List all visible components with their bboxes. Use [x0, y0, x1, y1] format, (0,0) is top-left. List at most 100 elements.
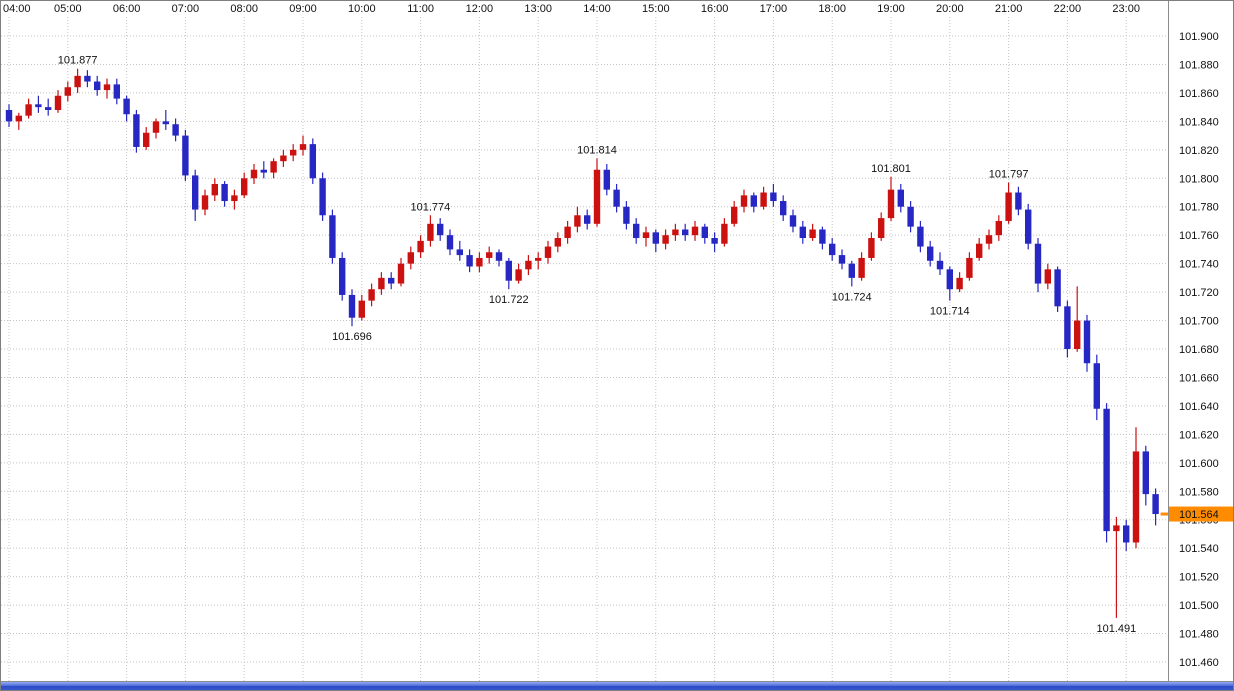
candle: [1034, 238, 1042, 293]
candle: [878, 212, 885, 241]
candle: [397, 257, 405, 287]
time-axis-label: 11:00: [407, 3, 434, 15]
candle: [113, 78, 120, 105]
time-axis-label: 22:00: [1054, 3, 1082, 15]
candle: [780, 195, 787, 221]
time-axis-label: 04:00: [3, 3, 31, 15]
candle: [574, 206, 581, 233]
candle: [407, 246, 414, 270]
candle: [143, 127, 150, 150]
candle: [388, 272, 395, 290]
candle: [819, 226, 826, 250]
price-axis-label: 101.460: [1179, 657, 1219, 669]
time-axis-label: 05:00: [54, 3, 82, 15]
candle: [1083, 314, 1091, 372]
candles: [5, 68, 1159, 618]
candle: [133, 109, 140, 153]
candle: [417, 235, 424, 258]
candle: [103, 78, 111, 99]
price-axis-label: 101.720: [1179, 287, 1219, 299]
candle: [1054, 266, 1061, 313]
price-axis-label: 101.580: [1179, 486, 1219, 498]
candle: [701, 223, 708, 244]
price-axis-label: 101.700: [1179, 316, 1219, 328]
swing-high-label: 101.801: [871, 163, 911, 175]
candle: [368, 283, 375, 307]
candle: [1015, 186, 1022, 216]
candle: [515, 263, 522, 284]
candle: [211, 178, 218, 202]
candle: [241, 172, 248, 199]
candle: [682, 223, 689, 241]
price-axis-label: 101.640: [1179, 401, 1219, 413]
candle: [123, 95, 130, 122]
horizontal-scrollbar[interactable]: [1, 681, 1233, 690]
candle: [1152, 488, 1159, 526]
swing-low-label: 101.722: [489, 294, 529, 306]
price-axis-label: 101.900: [1179, 31, 1219, 43]
candle: [956, 272, 963, 293]
price-axis-label: 101.540: [1179, 543, 1219, 555]
candle: [1123, 519, 1130, 552]
candle: [182, 129, 189, 182]
price-axis-label: 101.780: [1179, 202, 1219, 214]
candle: [711, 232, 718, 253]
candle: [45, 98, 52, 116]
candle: [721, 218, 728, 247]
current-price-badge-label: 101.564: [1179, 509, 1219, 521]
candle: [554, 232, 561, 253]
candle: [1142, 445, 1149, 506]
price-axis[interactable]: 101.900 101.880 101.860 101.840 101.820 101.8…: [1168, 1, 1234, 681]
swing-high-label: 101.877: [58, 55, 98, 67]
candle: [603, 164, 610, 196]
price-axis-label: 101.760: [1179, 230, 1219, 242]
candle: [829, 238, 836, 261]
current-price-badge: 101.564: [1169, 506, 1233, 522]
candle: [231, 189, 238, 210]
candle: [995, 215, 1002, 241]
price-axis-label: 101.880: [1179, 59, 1219, 71]
candle: [750, 192, 757, 213]
time-axis[interactable]: 04:00 05:00 06:00 07:00 08:00 09:00 10:00 11:00…: [3, 3, 1140, 15]
candle: [1064, 300, 1071, 358]
candle: [290, 144, 297, 162]
time-axis-label: 18:00: [818, 3, 846, 15]
time-axis-label: 09:00: [289, 3, 317, 15]
time-axis-label: 06:00: [113, 3, 141, 15]
time-axis-label: 17:00: [760, 3, 788, 15]
candle: [544, 240, 552, 264]
price-axis-label: 101.500: [1179, 600, 1219, 612]
candle: [84, 70, 91, 88]
candle: [486, 246, 493, 264]
candle: [201, 189, 209, 216]
candle: [584, 209, 591, 230]
swing-low-label: 101.696: [332, 331, 372, 343]
candle: [94, 75, 101, 96]
price-axis-label: 101.660: [1179, 372, 1219, 384]
swing-low-label: 101.724: [832, 291, 872, 303]
candle: [966, 252, 973, 281]
candle: [927, 240, 934, 267]
swing-low-label: 101.491: [1097, 623, 1137, 635]
candle: [1132, 427, 1140, 549]
candle: [740, 189, 748, 213]
candle: [760, 186, 767, 210]
time-axis-label: 14:00: [583, 3, 611, 15]
candle: [35, 95, 42, 113]
candle: [505, 257, 512, 290]
candle: [564, 220, 571, 244]
candle: [64, 81, 71, 102]
candle: [427, 215, 434, 247]
price-axis-label: 101.860: [1179, 88, 1219, 100]
swing-annotations: 101.877 101.696 101.774 101.722 101.814 101.7…: [58, 55, 1137, 635]
gridlines: [1, 17, 1168, 681]
swing-low-label: 101.714: [930, 306, 970, 318]
candle: [535, 252, 542, 270]
candle: [319, 172, 326, 221]
candle: [976, 238, 983, 261]
price-axis-label: 101.680: [1179, 344, 1219, 356]
candle: [446, 229, 454, 256]
